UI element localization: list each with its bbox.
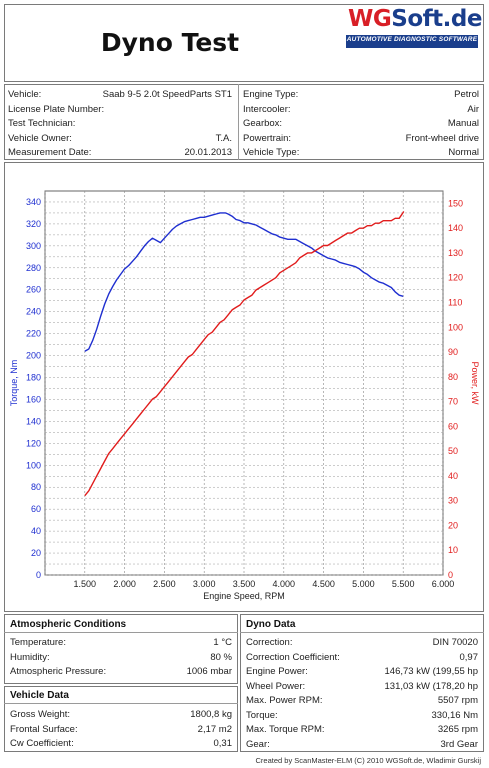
atmospheric-value: 1 °C [213,637,232,648]
vehicle-spec-row: Engine Type: Petrol [243,89,479,101]
dyno-data-title: Dyno Data [246,619,296,630]
vehicle-info-label: Measurement Date: [8,147,92,158]
atmospheric-label: Temperature: [10,637,66,648]
logo-tagline: AUTOMOTIVE DIAGNOSTIC SOFTWARE [346,36,478,43]
vehicle-info-value: 20.01.2013 [184,147,232,158]
dyno-data-label: Correction Coefficient: [246,651,340,663]
atmospheric-label: Humidity: [10,651,50,663]
vehicle-data-row: Cw Coefficient: 0,31 [10,738,232,750]
vehicle-data-row: Frontal Surface: 2,17 m2 [10,724,232,736]
dyno-data-row: Max. Torque RPM: 3265 rpm [246,724,478,736]
atmospheric-value: 80 % [210,651,232,663]
vehicle-info-row: Test Technician: [8,118,232,130]
vehicle-spec-label: Vehicle Type: [243,147,300,158]
dyno-data-label: Max. Torque RPM: [246,724,325,735]
vehicle-info-row: Measurement Date: 20.01.2013 [8,147,232,159]
vehicle-spec-value: Front-wheel drive [405,132,479,144]
logo-bar [346,35,478,48]
vehicle-data-label: Frontal Surface: [10,723,78,735]
vehicle-spec-value: Petrol [454,89,479,100]
atmospheric-title-rule [4,632,238,633]
dyno-data-label: Wheel Power: [246,680,306,692]
vehicle-info-label: License Plate Number: [8,103,105,115]
vehicle-spec-value: Manual [447,118,479,129]
dyno-data-value: 3rd Gear [440,738,479,750]
dyno-data-value: 3265 rpm [437,724,478,735]
vehicle-info-value: T.A. [215,132,232,144]
vehicle-spec-label: Intercooler: [243,103,291,115]
logo-text: WGSoft.de [348,6,482,32]
dyno-data-label: Max. Power RPM: [246,695,323,706]
dyno-data-value: 330,16 Nm [431,709,478,721]
vehicle-data-title-rule [4,703,238,704]
vehicle-info-row: License Plate Number: [8,104,232,116]
dyno-data-value: 131,03 kW (178,20 hp [384,680,478,692]
vehicle-spec-label: Gearbox: [243,118,283,129]
vehicle-info-label: Vehicle: [8,89,42,100]
atmospheric-row: Temperature: 1 °C [10,637,232,649]
vehicle-info-divider [238,84,239,160]
dyno-data-value: 5507 rpm [437,695,478,706]
dyno-data-row: Torque: 330,16 Nm [246,710,478,722]
dyno-data-label: Gear: [246,738,270,750]
vehicle-data-label: Gross Weight: [10,709,71,720]
atmospheric-value: 1006 mbar [186,666,232,677]
vehicle-data-value: 0,31 [213,738,233,749]
dyno-data-row: Correction: DIN 70020 [246,637,478,649]
dyno-data-row: Engine Power: 146,73 kW (199,55 hp [246,666,478,678]
vehicle-data-value: 2,17 m2 [197,723,232,735]
vehicle-spec-row: Gearbox: Manual [243,118,479,130]
dyno-data-value: DIN 70020 [432,637,478,648]
vehicle-data-panel [4,686,238,752]
footer-credit: Created by ScanMaster-ELM (C) 2010 WGSof… [255,756,481,765]
vehicle-info-row: Vehicle: Saab 9-5 2.0t SpeedParts ST1 [8,89,232,101]
atmospheric-panel [4,614,238,684]
vehicle-spec-value: Air [467,103,479,115]
atmospheric-row: Atmospheric Pressure: 1006 mbar [10,666,232,678]
dyno-data-value: 0,97 [459,651,479,663]
vehicle-info-label: Vehicle Owner: [8,132,72,144]
atmospheric-title: Atmospheric Conditions [10,619,127,630]
dyno-data-row: Max. Power RPM: 5507 rpm [246,695,478,707]
dyno-data-title-rule [240,632,484,633]
dyno-data-row: Wheel Power: 131,03 kW (178,20 hp [246,681,478,693]
vehicle-info-value: Saab 9-5 2.0t SpeedParts ST1 [102,89,232,100]
dyno-data-label: Correction: [246,637,293,648]
vehicle-data-label: Cw Coefficient: [10,738,74,749]
vehicle-spec-label: Powertrain: [243,132,292,144]
vehicle-data-row: Gross Weight: 1800,8 kg [10,709,232,721]
dyno-data-label: Engine Power: [246,666,308,677]
vehicle-spec-row: Powertrain: Front-wheel drive [243,133,479,145]
vehicle-data-title: Vehicle Data [10,690,69,701]
vehicle-info-row: Vehicle Owner: T.A. [8,133,232,145]
report-title: Dyno Test [100,28,240,57]
vehicle-spec-label: Engine Type: [243,89,299,100]
dyno-data-row: Correction Coefficient: 0,97 [246,652,478,664]
dyno-data-panel [240,614,484,752]
vehicle-data-value: 1800,8 kg [190,709,232,720]
dyno-data-value: 146,73 kW (199,55 hp [384,666,478,677]
vehicle-info-panel [4,84,484,160]
vehicle-spec-row: Vehicle Type: Normal [243,147,479,159]
vehicle-info-label: Test Technician: [8,118,76,129]
wgsoft-logo: WGSoft.de AUTOMOTIVE DIAGNOSTIC SOFTWARE [344,6,482,62]
chart-panel [4,162,484,612]
vehicle-spec-row: Intercooler: Air [243,104,479,116]
vehicle-spec-value: Normal [448,147,479,158]
atmospheric-label: Atmospheric Pressure: [10,666,107,677]
dyno-data-row: Gear: 3rd Gear [246,739,478,751]
dyno-data-label: Torque: [246,709,278,721]
atmospheric-row: Humidity: 80 % [10,652,232,664]
